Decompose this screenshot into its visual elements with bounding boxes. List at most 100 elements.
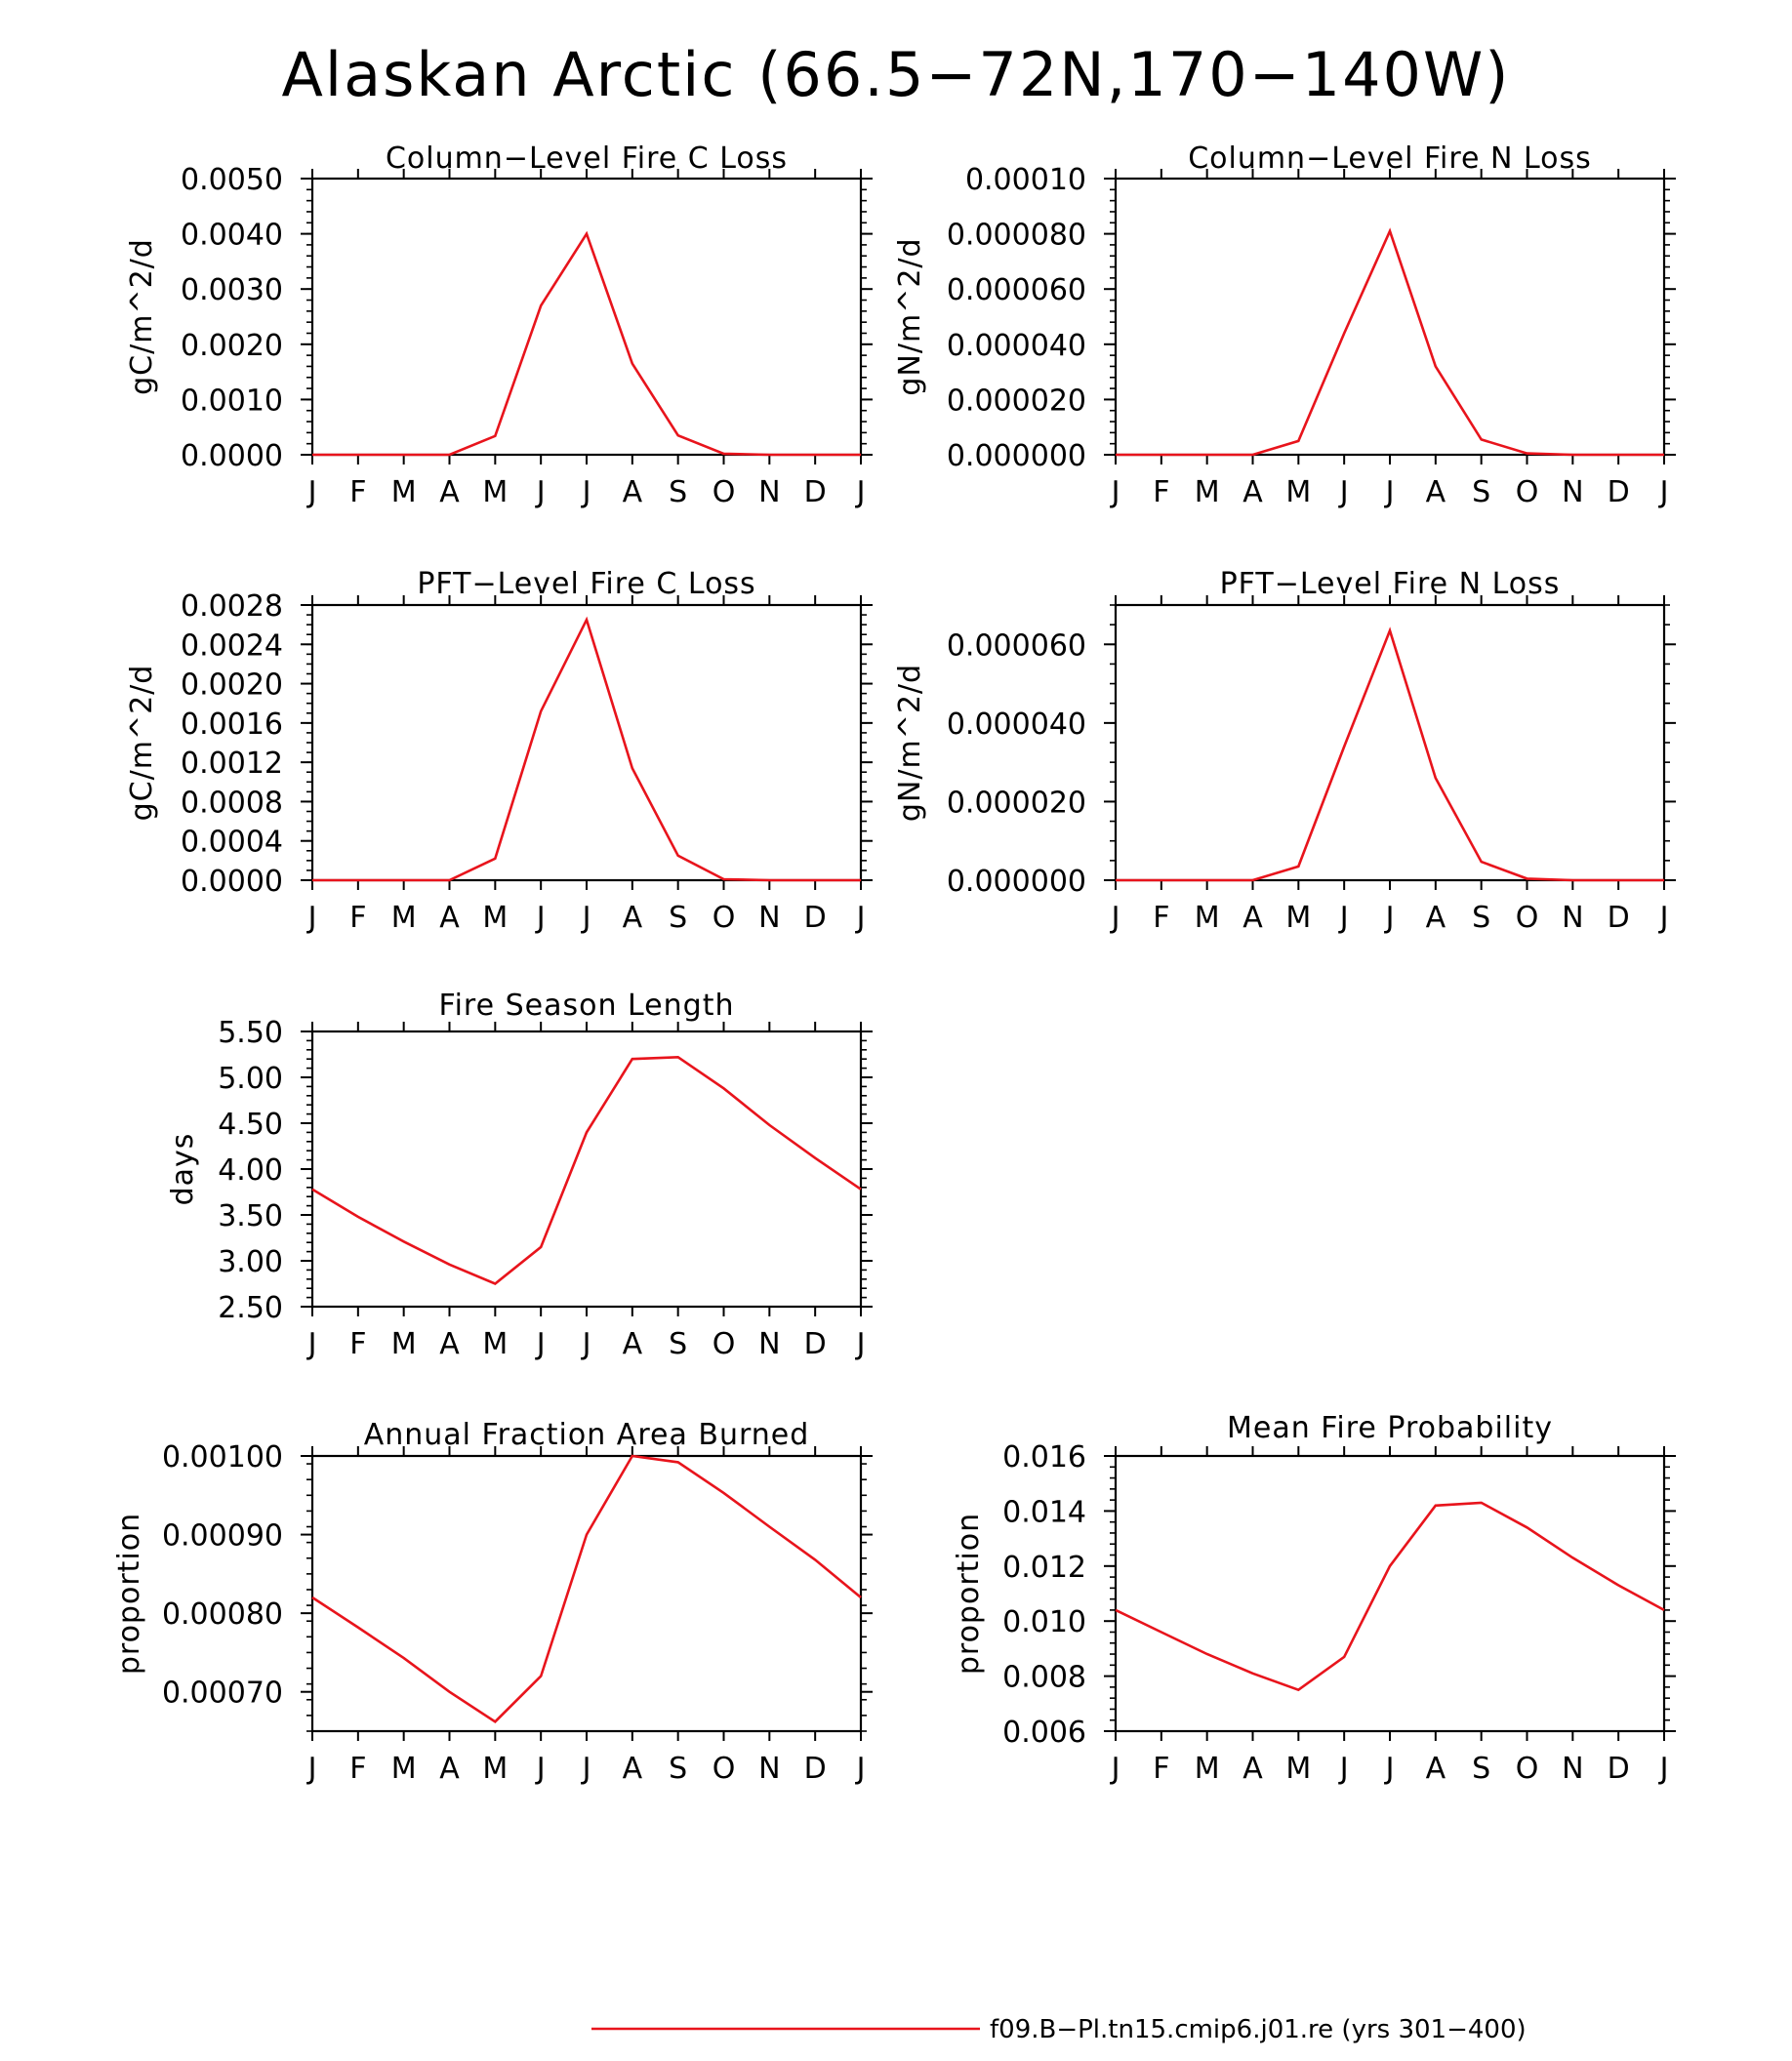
x-tick-label: D [804, 475, 827, 509]
figure-title: Alaskan Arctic (66.5−72N,170−140W) [282, 39, 1511, 110]
x-tick-label: A [1426, 475, 1446, 509]
x-tick-label: J [855, 901, 866, 935]
y-tick-label: 0.000020 [947, 384, 1086, 418]
y-tick-label: 3.00 [218, 1245, 283, 1279]
x-tick-label: S [1472, 475, 1490, 509]
y-tick-label: 4.50 [218, 1108, 283, 1142]
y-tick-label: 0.000060 [947, 273, 1086, 307]
x-tick-label: A [623, 1327, 643, 1361]
x-tick-label: M [1285, 1752, 1311, 1786]
x-tick-label: J [1658, 475, 1669, 509]
y-tick-label: 0.0012 [181, 747, 283, 781]
y-tick-label: 0.000020 [947, 786, 1086, 820]
x-tick-label: S [1472, 1752, 1490, 1786]
x-tick-label: A [439, 1327, 460, 1361]
y-tick-label: 0.0050 [181, 163, 283, 197]
x-tick-label: J [306, 901, 317, 935]
x-tick-label: J [855, 1327, 866, 1361]
y-tick-label: 0.0000 [181, 865, 283, 899]
y-tick-label: 4.00 [218, 1153, 283, 1188]
x-tick-label: A [623, 1752, 643, 1786]
x-tick-label: A [439, 1752, 460, 1786]
panel-title: Fire Season Length [439, 989, 735, 1023]
y-tick-label: 0.000040 [947, 329, 1086, 363]
y-axis-label: gN/m^2/d [893, 237, 927, 395]
series-line [1116, 626, 1664, 882]
y-axis-label: gN/m^2/d [893, 664, 927, 822]
x-tick-label: F [1153, 901, 1169, 935]
x-tick-label: J [306, 1327, 317, 1361]
x-tick-label: F [349, 1327, 366, 1361]
x-tick-label: O [713, 1327, 736, 1361]
series-line [312, 616, 861, 882]
y-tick-label: 0.000060 [947, 628, 1086, 663]
x-tick-label: O [713, 475, 736, 509]
y-axis-label: days [166, 1133, 200, 1206]
x-tick-label: J [1384, 475, 1395, 509]
x-tick-label: J [535, 1327, 546, 1361]
x-tick-label: F [1153, 475, 1169, 509]
x-tick-label: A [623, 475, 643, 509]
y-tick-label: 0.012 [1002, 1551, 1086, 1585]
x-tick-label: D [1608, 1752, 1630, 1786]
x-tick-label: J [1384, 1752, 1395, 1786]
x-tick-label: S [669, 1327, 687, 1361]
x-tick-label: J [855, 475, 866, 509]
legend-label: f09.B−Pl.tn15.cmip6.j01.re (yrs 301−400) [990, 2015, 1527, 2044]
y-tick-label: 0.006 [1002, 1716, 1086, 1750]
y-tick-label: 0.0016 [181, 707, 283, 742]
y-tick-label: 0.00080 [162, 1597, 283, 1632]
x-tick-label: N [1562, 1752, 1583, 1786]
y-tick-label: 0.00070 [162, 1677, 283, 1711]
x-tick-label: J [1110, 901, 1120, 935]
y-tick-label: 0.0004 [181, 826, 283, 860]
legend: f09.B−Pl.tn15.cmip6.j01.re (yrs 301−400) [591, 2015, 1527, 2044]
x-tick-label: F [1153, 1752, 1169, 1786]
x-tick-label: J [855, 1752, 866, 1786]
y-tick-label: 0.008 [1002, 1661, 1086, 1695]
y-tick-label: 0.010 [1002, 1605, 1086, 1639]
y-tick-label: 0.0008 [181, 786, 283, 820]
x-tick-label: O [1516, 475, 1539, 509]
y-tick-label: 2.50 [218, 1291, 283, 1325]
x-tick-label: M [482, 1327, 508, 1361]
x-tick-label: N [758, 475, 780, 509]
x-tick-label: J [1110, 1752, 1120, 1786]
x-tick-label: N [1562, 475, 1583, 509]
x-tick-label: D [804, 1752, 827, 1786]
x-tick-label: N [1562, 901, 1583, 935]
y-tick-label: 0.0020 [181, 668, 283, 703]
x-tick-label: J [1658, 1752, 1669, 1786]
y-tick-label: 0.00010 [965, 163, 1086, 197]
x-tick-label: J [535, 475, 546, 509]
y-tick-label: 0.014 [1002, 1495, 1086, 1529]
x-tick-label: O [1516, 1752, 1539, 1786]
x-tick-label: A [1426, 901, 1446, 935]
x-tick-label: A [1426, 1752, 1446, 1786]
x-tick-label: J [581, 475, 591, 509]
y-axis-label: gC/m^2/d [125, 665, 159, 822]
y-tick-label: 0.016 [1002, 1440, 1086, 1475]
y-tick-label: 3.50 [218, 1199, 283, 1233]
x-tick-label: A [1242, 1752, 1263, 1786]
x-tick-label: S [669, 475, 687, 509]
y-tick-label: 0.0040 [181, 219, 283, 253]
x-tick-label: N [758, 901, 780, 935]
x-tick-label: J [1338, 475, 1349, 509]
x-tick-label: D [1608, 901, 1630, 935]
x-tick-label: F [349, 475, 366, 509]
x-tick-label: J [1658, 901, 1669, 935]
x-tick-label: A [1242, 475, 1263, 509]
x-tick-label: M [482, 1752, 508, 1786]
x-tick-label: M [1195, 901, 1220, 935]
y-tick-label: 0.00100 [162, 1440, 283, 1475]
y-axis-label: proportion [952, 1513, 986, 1675]
x-tick-label: M [1195, 1752, 1220, 1786]
